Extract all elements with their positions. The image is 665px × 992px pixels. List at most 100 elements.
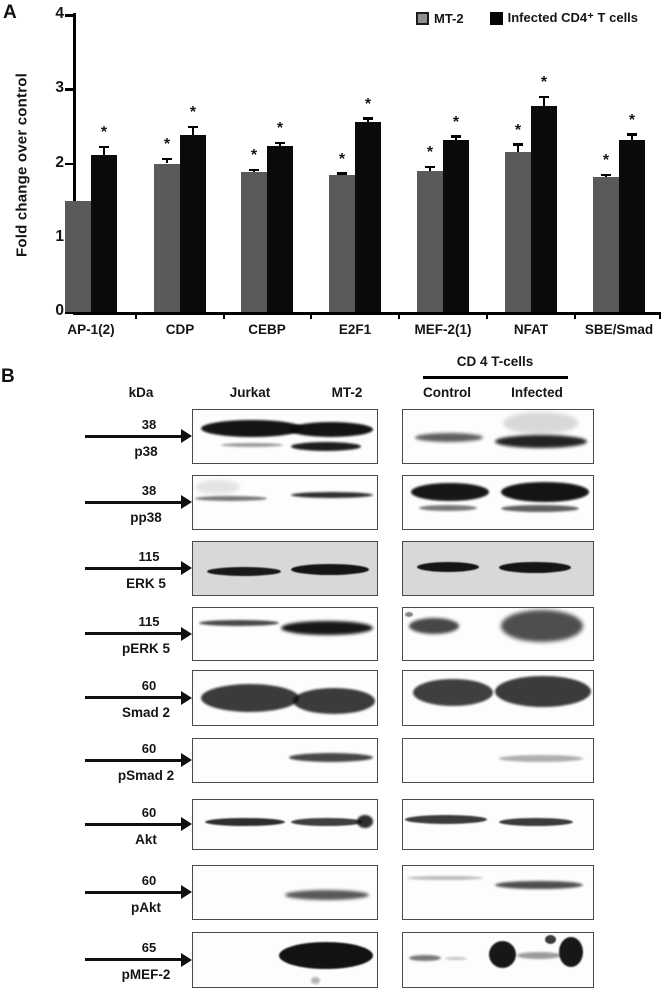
lane-header-control: Control <box>423 385 471 400</box>
blot-band-control <box>409 618 459 634</box>
blot-band-mt2 <box>291 818 363 826</box>
bar-infected <box>443 139 469 312</box>
blot-band-infected <box>501 482 589 502</box>
blot-band-infected <box>517 952 561 959</box>
error-bar <box>166 159 168 164</box>
x-axis-tick <box>135 313 137 319</box>
blot-row-akt: 60 Akt <box>0 799 665 850</box>
blot-band-jurkat <box>201 420 303 437</box>
blot-box-right-p38 <box>402 409 594 464</box>
error-bar <box>367 118 369 122</box>
blot-band-jurkat <box>195 496 267 501</box>
blot-row-p38: 38 p38 <box>0 409 665 464</box>
kda-value-psmad-2: 60 <box>141 740 157 756</box>
blot-band-control <box>407 876 483 880</box>
blot-band-infected <box>501 610 583 642</box>
blot-box-left-psmad-2 <box>192 738 378 783</box>
y-axis-tick <box>65 14 74 17</box>
blot-band-infected <box>559 937 583 967</box>
significance-asterisk: * <box>100 124 108 142</box>
y-axis-tick <box>65 162 74 165</box>
significance-asterisk: * <box>189 104 197 122</box>
error-bar <box>631 134 633 141</box>
protein-label-psmad-2: pSmad 2 <box>117 767 175 783</box>
blot-box-right-pp38 <box>402 475 594 530</box>
blot-box-right-psmad-2 <box>402 738 594 783</box>
x-axis-line <box>73 312 661 315</box>
legend-swatch-mt2-icon <box>416 11 429 25</box>
error-bar-cap <box>275 141 285 145</box>
error-bar <box>455 136 457 140</box>
cd4-tcells-group-header: CD 4 T-cells <box>456 354 534 369</box>
panel-a-label: A <box>3 2 17 23</box>
significance-asterisk: * <box>628 111 636 129</box>
blot-band-mt2 <box>285 890 369 900</box>
lane-header-infected: Infected <box>511 385 563 400</box>
blot-band-infected <box>545 935 556 944</box>
kda-value-erk-5: 115 <box>138 548 160 564</box>
error-bar <box>429 167 431 171</box>
y-tick-label: 1 <box>55 227 64 245</box>
blot-box-left-pp38 <box>192 475 378 530</box>
blot-band-control <box>405 815 487 824</box>
legend-label-mt2: MT-2 <box>434 10 464 26</box>
kda-value-smad-2: 60 <box>141 678 157 693</box>
bar-mt2 <box>417 170 443 312</box>
x-axis-tick <box>486 313 488 319</box>
significance-asterisk: * <box>163 136 171 154</box>
significance-asterisk: * <box>276 120 284 138</box>
blot-band-infected <box>503 412 578 434</box>
bar-mt2 <box>154 163 180 312</box>
error-bar <box>517 144 519 152</box>
blot-box-left-pakt <box>192 865 378 920</box>
bar-mt2 <box>241 172 267 312</box>
bar-mt2 <box>65 200 91 312</box>
blot-band-infected <box>495 881 583 889</box>
blot-band-control <box>417 562 479 572</box>
blot-band-infected <box>499 562 571 573</box>
bar-infected <box>619 140 645 312</box>
blot-box-left-p38 <box>192 409 378 464</box>
lane-header-jurkat: Jurkat <box>229 385 271 400</box>
legend-swatch-infected-icon <box>489 11 503 25</box>
blot-box-left-akt <box>192 799 378 850</box>
blot-band-control <box>405 612 413 617</box>
blot-box-right-perk-5 <box>402 607 594 661</box>
error-bar-cap <box>162 157 172 161</box>
kda-value-pp38: 38 <box>141 482 157 498</box>
blot-band-control <box>445 957 467 960</box>
blot-box-left-pmef-2 <box>192 932 378 988</box>
blot-box-right-akt <box>402 799 594 850</box>
blot-band-jurkat <box>199 620 279 626</box>
blot-band-infected <box>495 676 591 707</box>
error-bar-cap <box>249 168 259 172</box>
significance-asterisk: * <box>514 121 522 139</box>
legend-label-infected: Infected CD4⁺ T cells <box>507 10 639 25</box>
protein-label-pmef-2: pMEF-2 <box>121 967 171 982</box>
blot-band-mt2 <box>289 422 373 437</box>
bar-mt2 <box>593 176 619 312</box>
category-label: SBE/Smad <box>584 322 654 337</box>
protein-label-erk-5: ERK 5 <box>126 575 166 591</box>
error-bar-cap <box>451 135 461 138</box>
blot-row-pmef-2: 65 pMEF-2 <box>0 932 665 988</box>
error-bar <box>192 127 194 135</box>
blot-box-left-smad-2 <box>192 670 378 726</box>
error-bar-cap <box>601 173 611 177</box>
blot-box-left-erk-5 <box>192 541 378 596</box>
bar-infected <box>91 154 117 312</box>
blot-band-mt2 <box>289 753 373 762</box>
error-bar <box>543 97 545 107</box>
blot-band-mt2 <box>291 564 369 575</box>
bar-mt2 <box>505 151 531 312</box>
significance-asterisk: * <box>602 152 610 170</box>
bar-infected <box>531 106 557 312</box>
kda-column-header: kDa <box>128 385 154 400</box>
error-bar-cap <box>337 172 347 175</box>
x-axis-tick <box>223 313 225 319</box>
protein-label-p38: p38 <box>134 443 158 459</box>
blot-band-mt2 <box>291 492 373 498</box>
blot-band-control <box>419 505 477 511</box>
error-bar-cap <box>539 95 549 99</box>
